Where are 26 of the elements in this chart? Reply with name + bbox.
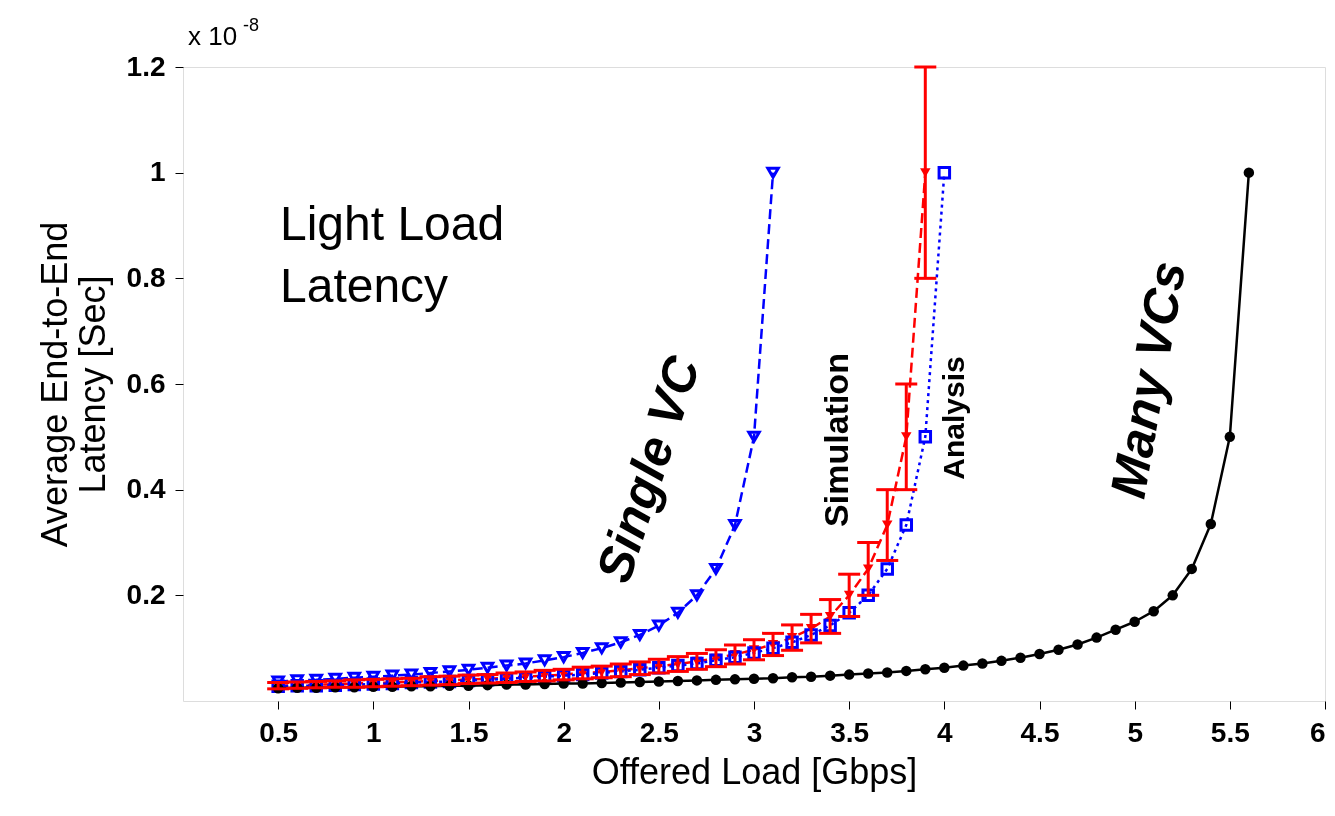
x-tick-label: 4.5 bbox=[1020, 716, 1060, 748]
y-tick-label: 0.6 bbox=[126, 367, 166, 399]
x-tick-label: 5.5 bbox=[1210, 716, 1250, 748]
x-tick-label: 4 bbox=[937, 716, 954, 748]
x-tick-label: 3 bbox=[746, 716, 763, 748]
x-tick-label: 5 bbox=[1127, 716, 1143, 748]
x-axis-title: Offered Load [Gbps] bbox=[591, 750, 918, 792]
x-tick-label: 1.5 bbox=[449, 716, 489, 748]
text: x 10-8 bbox=[188, 15, 260, 51]
x-tick-label: 3.5 bbox=[830, 716, 870, 748]
x-tick-label: 2 bbox=[556, 716, 572, 748]
annotation: Light Load Latency bbox=[280, 197, 505, 312]
x-tick-label: 0.5 bbox=[259, 716, 299, 748]
text: Single VC bbox=[585, 348, 712, 590]
y-tick-label: 1 bbox=[149, 156, 166, 188]
x-tick-label: 2.5 bbox=[639, 716, 679, 748]
x-tick-label: 1 bbox=[366, 716, 382, 748]
y-tick-label: 1.2 bbox=[126, 50, 166, 82]
text: Simulation bbox=[817, 353, 855, 527]
y-tick-label: 0.4 bbox=[126, 473, 166, 505]
y-tick-label: 0.2 bbox=[126, 578, 166, 610]
x-tick-label: 6 bbox=[1309, 716, 1326, 748]
y-tick-label: 0.8 bbox=[126, 261, 166, 293]
y-axis-title: Average End-to-End Latency [Sec] bbox=[33, 221, 113, 548]
text: Analysis bbox=[937, 356, 970, 480]
text: Many VCs bbox=[1099, 257, 1197, 503]
